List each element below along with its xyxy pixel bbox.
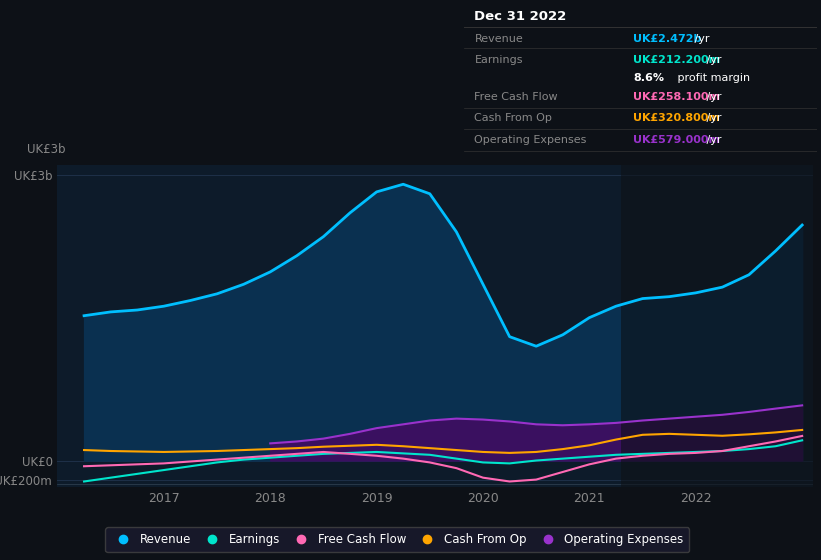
Text: UK£579.000m: UK£579.000m: [633, 135, 720, 145]
Legend: Revenue, Earnings, Free Cash Flow, Cash From Op, Operating Expenses: Revenue, Earnings, Free Cash Flow, Cash …: [105, 528, 690, 552]
Text: /yr: /yr: [704, 135, 722, 145]
Text: UK£258.100m: UK£258.100m: [633, 92, 720, 102]
Text: UK£3b: UK£3b: [27, 143, 66, 156]
Text: Dec 31 2022: Dec 31 2022: [475, 10, 566, 23]
Text: profit margin: profit margin: [674, 73, 750, 83]
Text: /yr: /yr: [690, 34, 709, 44]
Text: /yr: /yr: [704, 55, 722, 66]
Text: UK£212.200m: UK£212.200m: [633, 55, 721, 66]
Text: UK£2.472b: UK£2.472b: [633, 34, 702, 44]
Text: Operating Expenses: Operating Expenses: [475, 135, 587, 145]
Bar: [621, 165, 813, 487]
Text: Cash From Op: Cash From Op: [475, 113, 553, 123]
Text: Free Cash Flow: Free Cash Flow: [475, 92, 558, 102]
Text: UK£320.800m: UK£320.800m: [633, 113, 720, 123]
Text: /yr: /yr: [704, 92, 722, 102]
Text: /yr: /yr: [704, 113, 722, 123]
Text: Earnings: Earnings: [475, 55, 523, 66]
Text: Revenue: Revenue: [475, 34, 523, 44]
Text: 8.6%: 8.6%: [633, 73, 664, 83]
